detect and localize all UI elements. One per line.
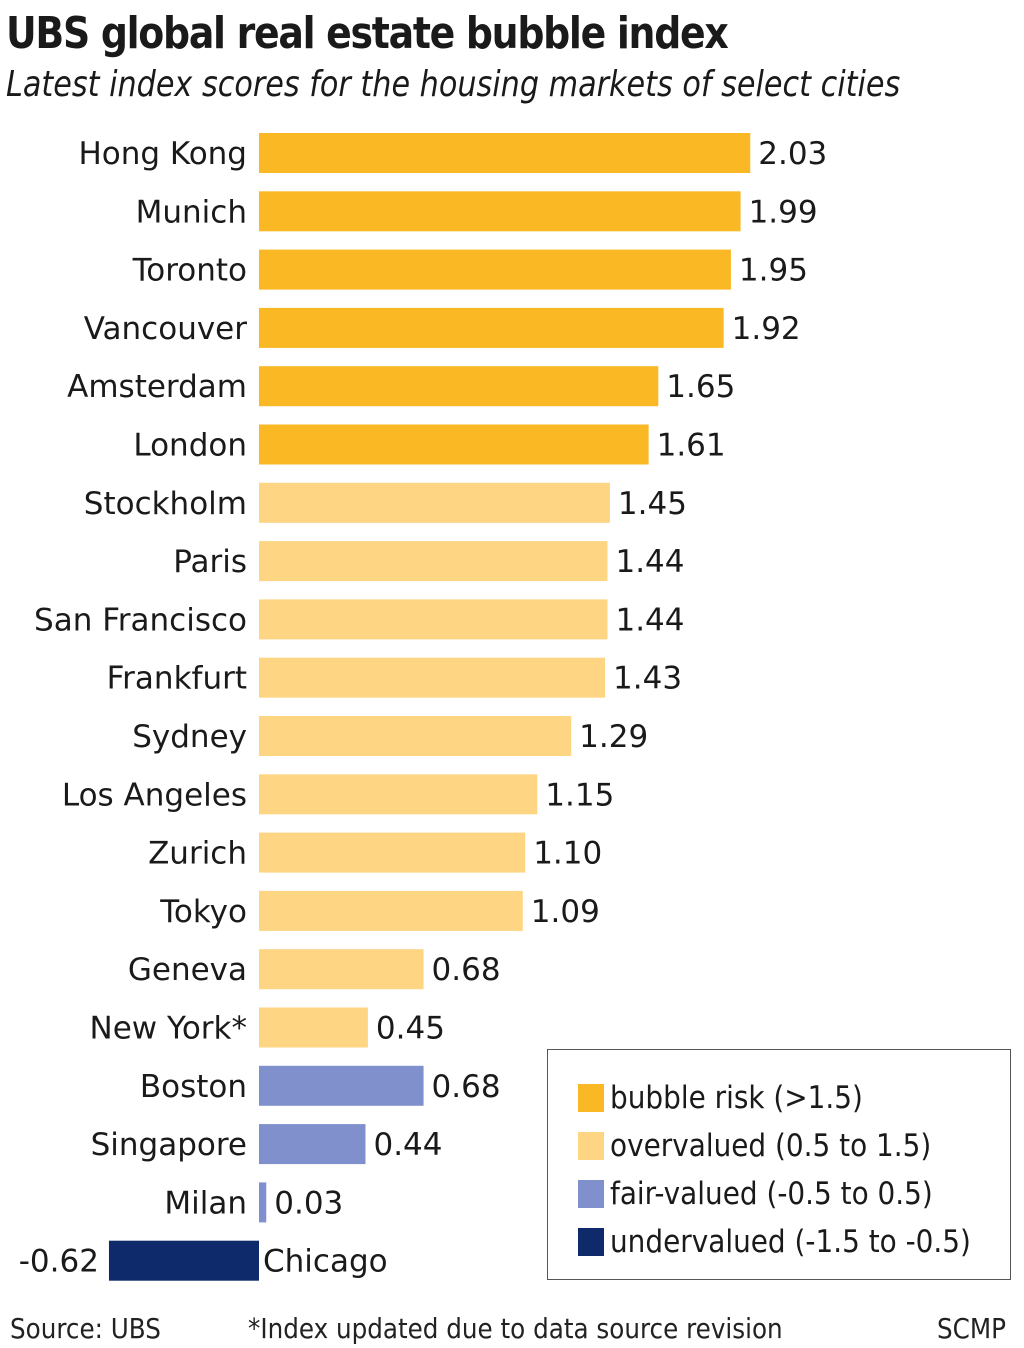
value-label: 1.15 bbox=[545, 777, 614, 813]
legend-item-fair-valued: fair-valued (-0.5 to 0.5) bbox=[578, 1174, 969, 1214]
legend-swatch bbox=[578, 1180, 604, 1208]
value-label: 1.99 bbox=[749, 194, 818, 230]
category-label: Frankfurt bbox=[107, 661, 247, 697]
value-label: 1.61 bbox=[657, 428, 726, 464]
category-label: New York* bbox=[90, 1011, 247, 1047]
legend-item-overvalued: overvalued (0.5 to 1.5) bbox=[578, 1126, 967, 1166]
bar-munich bbox=[259, 191, 741, 232]
bar-paris bbox=[259, 541, 608, 582]
value-label: 1.45 bbox=[618, 486, 687, 522]
value-label: 2.03 bbox=[758, 136, 827, 172]
category-label: San Francisco bbox=[34, 602, 247, 638]
category-label: Amsterdam bbox=[67, 369, 247, 405]
value-label: 1.92 bbox=[732, 311, 801, 347]
bar-stockholm bbox=[259, 482, 610, 523]
category-label: Vancouver bbox=[84, 311, 248, 347]
bar-singapore bbox=[259, 1124, 366, 1165]
category-label: Paris bbox=[173, 544, 247, 580]
category-label: Boston bbox=[140, 1069, 247, 1105]
legend-label: undervalued (-1.5 to -0.5) bbox=[610, 1224, 971, 1260]
bar-hong-kong bbox=[259, 133, 751, 173]
value-label: 1.43 bbox=[613, 661, 682, 697]
category-label: Hong Kong bbox=[78, 136, 247, 172]
legend-label: fair-valued (-0.5 to 0.5) bbox=[610, 1176, 933, 1212]
category-label: Los Angeles bbox=[62, 777, 247, 813]
bar-chicago bbox=[108, 1240, 260, 1281]
bar-milan bbox=[259, 1182, 267, 1223]
value-label: -0.62 bbox=[19, 1244, 99, 1280]
value-label: 1.10 bbox=[533, 836, 602, 872]
value-label: 1.44 bbox=[615, 602, 684, 638]
value-label: 1.65 bbox=[666, 369, 735, 405]
value-label: 0.03 bbox=[274, 1185, 343, 1221]
category-label: Geneva bbox=[128, 952, 247, 988]
legend-item-bubble-risk: bubble risk (>1.5) bbox=[578, 1078, 891, 1118]
category-label: Munich bbox=[136, 194, 247, 230]
bar-san-francisco bbox=[259, 599, 608, 640]
value-label: 0.68 bbox=[432, 952, 501, 988]
category-label: Zurich bbox=[148, 836, 247, 872]
chart-title: UBS global real estate bubble index bbox=[6, 8, 729, 59]
value-label: 0.44 bbox=[373, 1127, 442, 1163]
bar-sydney bbox=[259, 716, 572, 756]
legend-swatch bbox=[578, 1084, 604, 1112]
category-label: Sydney bbox=[132, 719, 247, 755]
category-label: Tokyo bbox=[159, 894, 247, 930]
category-label: Milan bbox=[164, 1185, 247, 1221]
footnote: *Index updated due to data source revisi… bbox=[248, 1312, 783, 1345]
legend-swatch bbox=[578, 1228, 604, 1256]
chart-subtitle: Latest index scores for the housing mark… bbox=[6, 64, 901, 105]
legend-label: bubble risk (>1.5) bbox=[610, 1080, 863, 1116]
bar-new-york bbox=[259, 1007, 368, 1048]
bar-vancouver bbox=[259, 307, 724, 348]
value-label: 1.29 bbox=[579, 719, 648, 755]
source-note: Source: UBS bbox=[10, 1312, 161, 1345]
value-label: 1.95 bbox=[739, 253, 808, 289]
category-label: Stockholm bbox=[84, 486, 247, 522]
bar-toronto bbox=[259, 249, 731, 290]
bar-amsterdam bbox=[259, 366, 659, 407]
category-label: Chicago bbox=[263, 1244, 388, 1280]
category-label: London bbox=[133, 428, 247, 464]
legend: bubble risk (>1.5) overvalued (0.5 to 1.… bbox=[547, 1049, 1011, 1280]
value-label: 1.09 bbox=[531, 894, 600, 930]
bar-boston bbox=[259, 1065, 424, 1106]
value-label: 0.45 bbox=[376, 1011, 445, 1047]
legend-label: overvalued (0.5 to 1.5) bbox=[610, 1128, 932, 1164]
bar-london bbox=[259, 424, 649, 465]
value-label: 0.68 bbox=[432, 1069, 501, 1105]
bar-frankfurt bbox=[259, 657, 606, 698]
value-label: 1.44 bbox=[615, 544, 684, 580]
publisher-credit: SCMP bbox=[937, 1312, 1006, 1345]
bar-los-angeles bbox=[259, 774, 538, 815]
legend-swatch bbox=[578, 1132, 604, 1160]
category-label: Toronto bbox=[132, 253, 247, 289]
bar-zurich bbox=[259, 832, 526, 873]
legend-item-undervalued: undervalued (-1.5 to -0.5) bbox=[578, 1222, 1011, 1262]
bar-chart: Hong Kong 2.03 Munich 1.99 Toronto 1.95 Vancou… bbox=[19, 133, 827, 1281]
category-label: Singapore bbox=[91, 1127, 247, 1163]
bar-geneva bbox=[259, 949, 424, 990]
bar-tokyo bbox=[259, 890, 523, 931]
